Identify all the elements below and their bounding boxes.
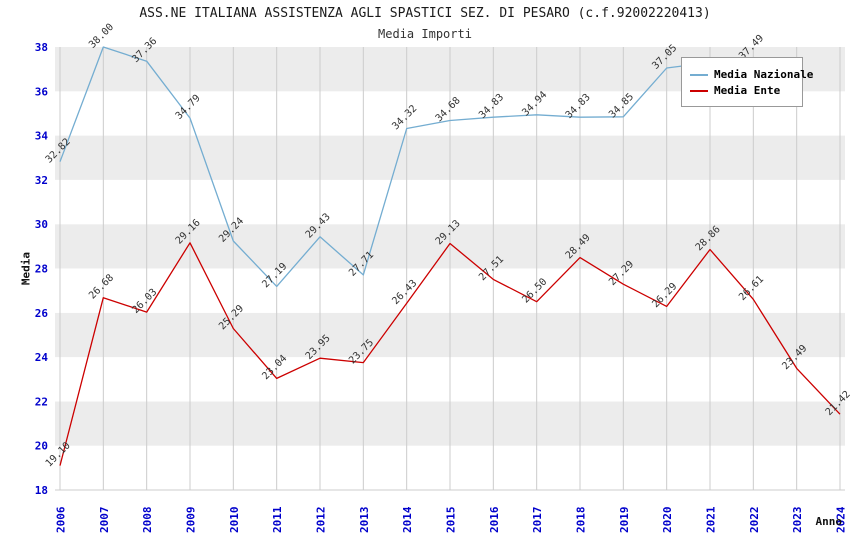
x-tick-label: 2022: [748, 507, 761, 534]
legend-label-nazionale: Media Nazionale: [714, 68, 814, 81]
x-tick-label: 2020: [661, 507, 674, 534]
series-line-ente: [59, 242, 841, 466]
x-tick-label: 2009: [185, 507, 198, 534]
y-tick-label: 24: [35, 351, 49, 364]
x-tick-label: 2021: [705, 506, 718, 533]
x-tick-label: 2024: [835, 506, 848, 533]
chart-title: ASS.NE ITALIANA ASSISTENZA AGLI SPASTICI…: [139, 6, 711, 21]
y-axis-label: Media: [19, 251, 33, 286]
x-tick-label: 2014: [401, 506, 414, 533]
x-tick-label: 2023: [791, 507, 804, 534]
y-tick-label: 38: [35, 41, 48, 54]
x-axis-label: Anno: [815, 515, 843, 528]
y-tick-label: 18: [35, 484, 48, 497]
x-tick-label: 2010: [228, 507, 241, 534]
y-tick-label: 22: [35, 395, 48, 408]
chart-subtitle: Media Importi: [378, 27, 472, 41]
y-tick-label: 32: [35, 174, 48, 187]
y-tick-label: 34: [35, 130, 49, 143]
y-tick-label: 20: [35, 440, 48, 453]
legend: Media Nazionale Media Ente: [681, 57, 813, 107]
x-tick-label: 2016: [488, 506, 501, 533]
x-tick-label: 2015: [445, 507, 458, 534]
y-tick-label: 28: [35, 263, 48, 276]
line-swatch-nazionale-icon: [690, 73, 708, 76]
legend-item-media-nazionale[interactable]: Media Nazionale: [690, 68, 813, 81]
line-swatch-ente-icon: [690, 89, 708, 92]
x-tick-label: 2008: [141, 507, 154, 534]
x-tick-label: 2018: [575, 507, 588, 534]
series-line-nazionale: [59, 46, 754, 288]
x-tick-label: 2011: [271, 506, 284, 533]
y-tick-label: 26: [35, 307, 49, 320]
x-tick-label: 2017: [531, 507, 544, 534]
y-tick-label: 36: [35, 85, 49, 98]
y-tick-label: 30: [35, 218, 48, 231]
x-tick-label: 2013: [358, 507, 371, 534]
x-tick-label: 2012: [315, 507, 328, 534]
x-tick-label: 2006: [55, 506, 68, 533]
x-tick-label: 2007: [98, 507, 111, 534]
legend-label-ente: Media Ente: [714, 84, 781, 97]
x-tick-label: 2019: [618, 507, 631, 534]
legend-item-media-ente[interactable]: Media Ente: [690, 84, 794, 97]
